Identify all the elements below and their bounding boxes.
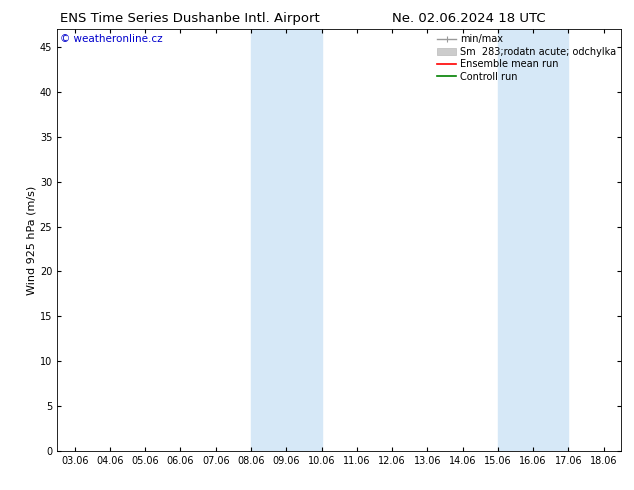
- Text: Ne. 02.06.2024 18 UTC: Ne. 02.06.2024 18 UTC: [392, 12, 546, 25]
- Legend: min/max, Sm  283;rodatn acute; odchylka, Ensemble mean run, Controll run: min/max, Sm 283;rodatn acute; odchylka, …: [437, 34, 616, 81]
- Text: ENS Time Series Dushanbe Intl. Airport: ENS Time Series Dushanbe Intl. Airport: [60, 12, 320, 25]
- Y-axis label: Wind 925 hPa (m/s): Wind 925 hPa (m/s): [27, 186, 37, 294]
- Text: © weatheronline.cz: © weatheronline.cz: [60, 34, 162, 44]
- Bar: [251, 29, 321, 451]
- Bar: [498, 29, 569, 451]
